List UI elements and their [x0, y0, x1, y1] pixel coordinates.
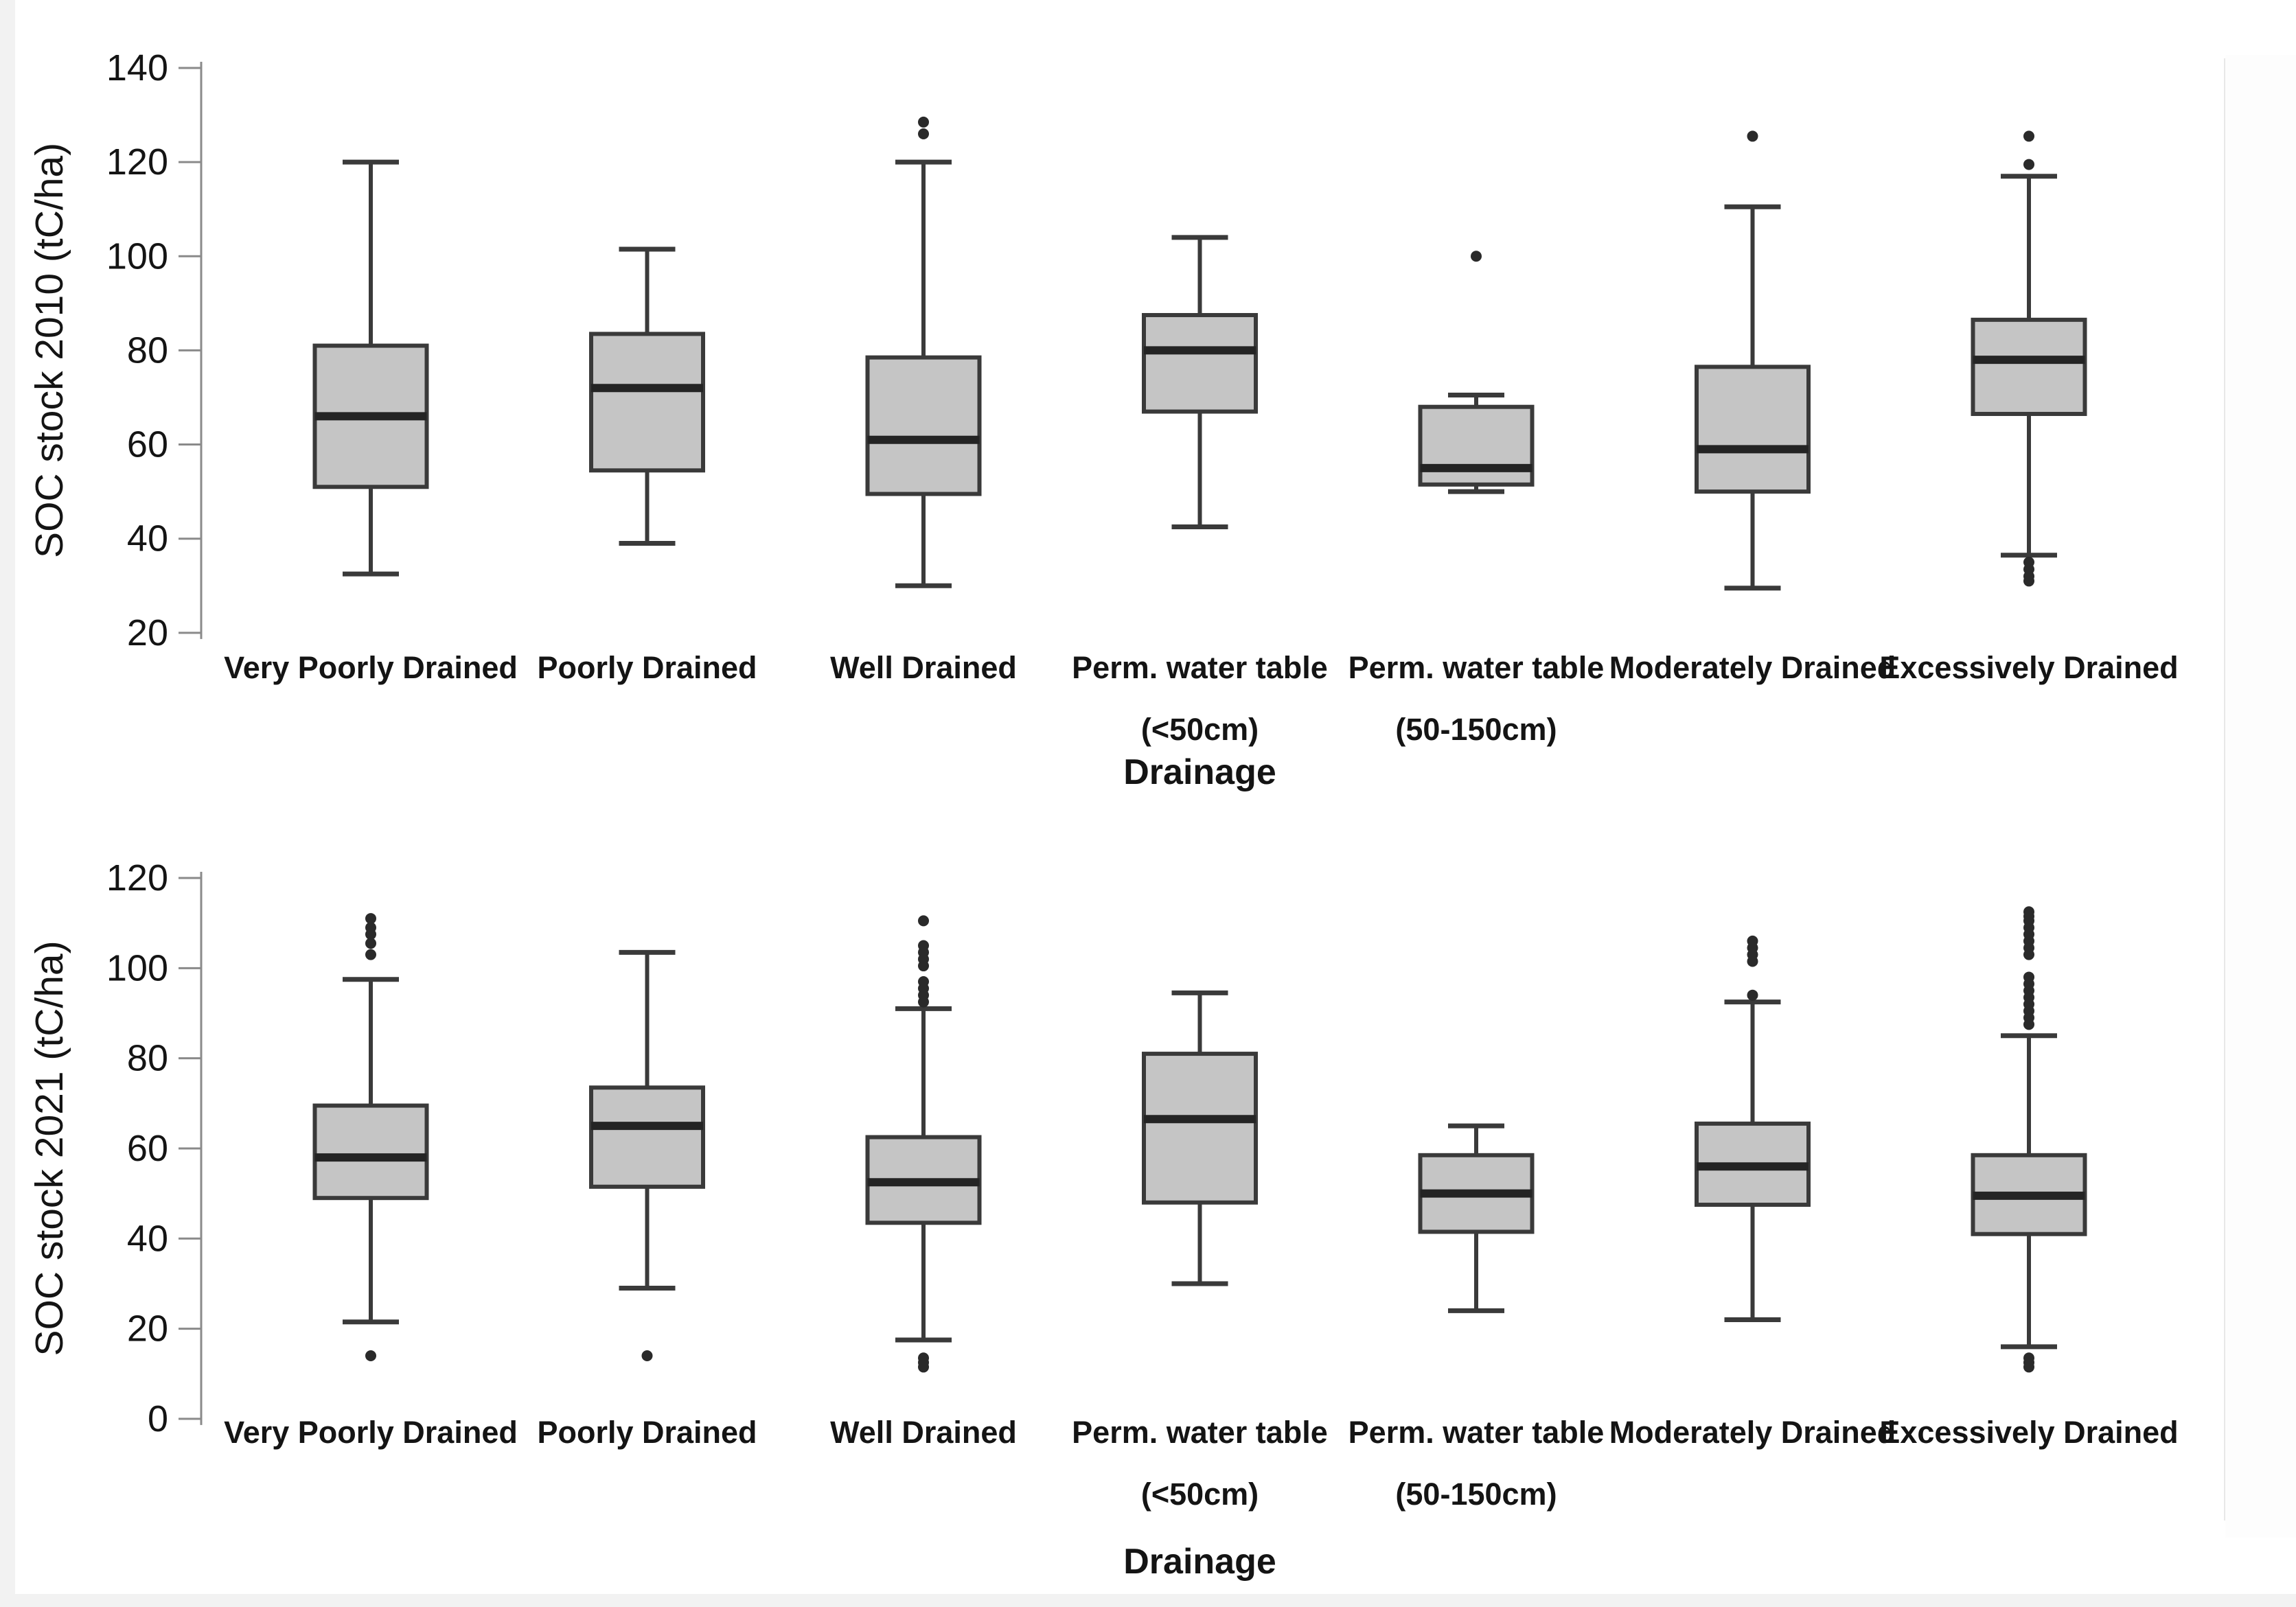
outlier-dot — [2023, 1019, 2034, 1030]
y-axis-title: SOC stock 2021 (tC/ha) — [27, 940, 71, 1356]
outlier-dot — [365, 949, 376, 960]
box-group-2 — [589, 246, 705, 546]
outlier-dot — [918, 116, 929, 128]
iqr-box — [589, 1085, 705, 1189]
y-tick-label: 20 — [127, 612, 168, 654]
box-group-4 — [1142, 990, 1258, 1286]
iqr-box — [589, 332, 705, 473]
box-group-7 — [1971, 130, 2087, 587]
iqr-box — [1418, 404, 1535, 487]
y-tick-label: 120 — [106, 857, 168, 899]
iqr-box — [865, 355, 982, 496]
outlier-dot — [2023, 159, 2034, 170]
outlier-dot — [365, 929, 376, 940]
y-tick-label: 40 — [127, 1218, 168, 1259]
outlier-dot — [1747, 130, 1758, 142]
outlier-dot — [918, 1361, 929, 1373]
outlier-dot — [2023, 130, 2034, 142]
y-tick-label: 80 — [127, 330, 168, 371]
outlier-dot — [1747, 956, 1758, 967]
category-label: Perm. water table — [1348, 1415, 1605, 1450]
y-tick-label: 140 — [106, 47, 168, 89]
outlier-dot — [641, 1350, 653, 1361]
outlier-dot — [1471, 251, 1482, 262]
y-axis-title: SOC stock 2010 (tC/ha) — [27, 143, 71, 558]
category-label: Excessively Drained — [1879, 650, 2178, 685]
outlier-dot — [2023, 1361, 2034, 1373]
outlier-dot — [365, 913, 376, 925]
y-tick-label: 0 — [148, 1398, 168, 1440]
iqr-box — [1142, 312, 1258, 414]
bottom-edge-strip — [0, 1594, 2296, 1607]
iqr-box — [1971, 317, 2087, 416]
outlier-dot — [365, 938, 376, 949]
category-label: Perm. water table — [1072, 650, 1328, 685]
category-label: Very Poorly Drained — [224, 1415, 518, 1450]
box-group-1 — [312, 913, 429, 1361]
box-group-1 — [312, 159, 429, 577]
category-label: Well Drained — [830, 1415, 1017, 1450]
iqr-box — [1695, 365, 1811, 494]
box-group-3 — [865, 116, 982, 588]
iqr-box — [1142, 1052, 1258, 1205]
y-tick-label: 60 — [127, 1128, 168, 1169]
y-tick-label: 40 — [127, 518, 168, 559]
category-label: Moderately Drained — [1609, 1415, 1896, 1450]
category-label: (<50cm) — [1141, 712, 1259, 747]
category-label: Very Poorly Drained — [224, 650, 518, 685]
category-label: Perm. water table — [1348, 650, 1605, 685]
box-group-5 — [1418, 1123, 1535, 1313]
category-label: Excessively Drained — [1879, 1415, 2178, 1450]
category-label: Perm. water table — [1072, 1415, 1328, 1450]
left-edge-strip — [0, 0, 15, 1607]
box-group-7 — [1971, 906, 2087, 1373]
y-tick-label: 100 — [106, 947, 168, 989]
category-label: Poorly Drained — [537, 650, 757, 685]
outlier-dot — [1747, 989, 1758, 1001]
outlier-dot — [918, 128, 929, 139]
y-tick-label: 20 — [127, 1308, 168, 1350]
category-label: (50-150cm) — [1395, 712, 1557, 747]
outlier-dot — [918, 915, 929, 927]
category-label: (50-150cm) — [1395, 1477, 1557, 1512]
category-label: Well Drained — [830, 650, 1017, 685]
x-axis-title: Drainage — [1123, 1542, 1276, 1582]
right-edge-area — [2225, 55, 2296, 1538]
category-label: Poorly Drained — [537, 1415, 757, 1450]
box-group-2 — [589, 949, 705, 1361]
chart-soc-2010: 140 120 100 80 60 40 20 SOC stock 2010 (tC/ha) D… — [27, 47, 2179, 792]
category-label: (<50cm) — [1141, 1477, 1259, 1512]
box-group-4 — [1142, 235, 1258, 530]
y-tick-label: 100 — [106, 235, 168, 277]
outlier-dot — [365, 1350, 376, 1361]
y-tick-label: 80 — [127, 1038, 168, 1079]
outlier-dot — [2023, 575, 2034, 587]
box-group-5 — [1418, 251, 1535, 494]
iqr-box — [312, 1103, 429, 1201]
y-tick-label: 60 — [127, 424, 168, 465]
outlier-dot — [918, 996, 929, 1008]
outlier-dot — [2023, 949, 2034, 960]
category-label: Moderately Drained — [1609, 650, 1896, 685]
outlier-dot — [918, 960, 929, 972]
y-tick-label: 120 — [106, 141, 168, 183]
box-group-3 — [865, 915, 982, 1373]
chart-soc-2021: 120 100 80 60 40 20 0 SOC stock 2021 (tC/ha) Dra… — [27, 857, 2179, 1582]
box-group-6 — [1695, 935, 1811, 1322]
box-group-6 — [1695, 130, 1811, 591]
x-axis-title: Drainage — [1123, 752, 1276, 792]
